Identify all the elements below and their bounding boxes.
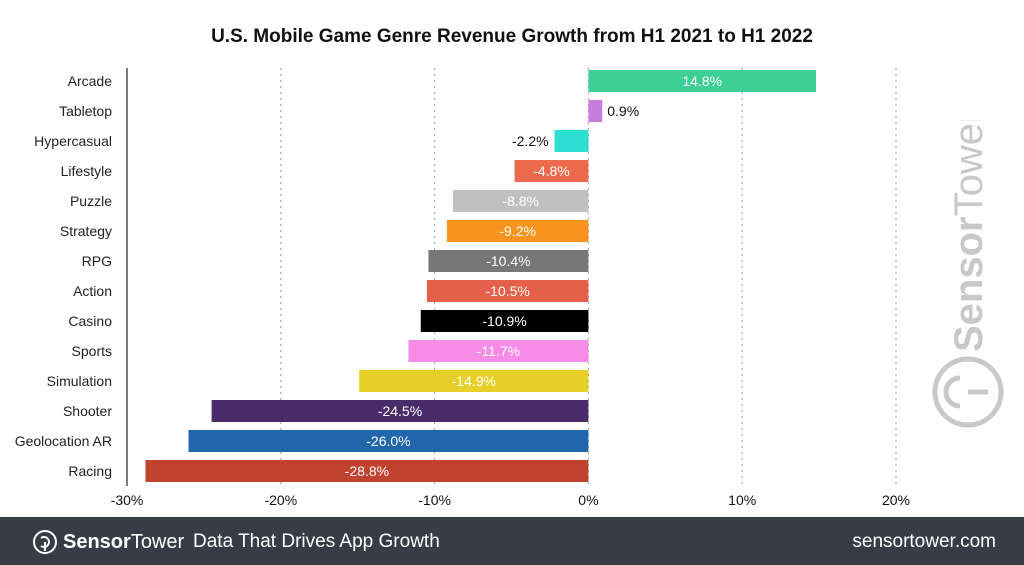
data-label: -26.0%	[366, 433, 410, 449]
bar-geolocation-ar	[188, 430, 589, 452]
x-tick-label: 10%	[728, 492, 756, 508]
data-label: -2.2%	[512, 133, 549, 149]
data-label: -14.9%	[452, 373, 496, 389]
category-label: Lifestyle	[61, 163, 113, 179]
sensortower-logo-icon	[932, 356, 1004, 428]
x-tick-label: 0%	[578, 492, 598, 508]
bar-tabletop	[588, 100, 603, 122]
footer-logo: Sensor Tower	[32, 529, 184, 555]
category-label: Puzzle	[70, 193, 112, 209]
data-label: -4.8%	[533, 163, 570, 179]
bar-sports	[408, 340, 589, 362]
category-label: RPG	[82, 253, 112, 269]
x-tick-label: -10%	[418, 492, 451, 508]
bar-shooter	[211, 400, 589, 422]
footer-brand-bold: Sensor	[63, 530, 131, 553]
bar-strategy	[446, 220, 589, 242]
footer-url[interactable]: sensortower.com	[852, 531, 996, 552]
bar-hypercasual	[554, 130, 589, 152]
data-label: -9.2%	[499, 223, 536, 239]
sensortower-watermark: SensorTower	[932, 120, 1004, 428]
x-tick-label: -30%	[111, 492, 144, 508]
category-label: Strategy	[60, 223, 112, 239]
footer: Sensor Tower Data That Drives App Growth …	[0, 517, 1024, 565]
category-label: Racing	[68, 463, 112, 479]
x-tick-label: 20%	[882, 492, 910, 508]
category-label: Shooter	[63, 403, 112, 419]
bar-simulation	[359, 370, 589, 392]
bar-action	[426, 280, 589, 302]
category-label: Casino	[68, 313, 112, 329]
category-label: Tabletop	[59, 103, 112, 119]
data-label: -8.8%	[502, 193, 539, 209]
data-label: -10.4%	[486, 253, 530, 269]
bar-lifestyle	[514, 160, 589, 182]
data-label: -10.9%	[482, 313, 526, 329]
bar-racing	[145, 460, 589, 482]
category-label: Sports	[72, 343, 112, 359]
bar-casino	[420, 310, 589, 332]
data-label: -11.7%	[477, 343, 520, 359]
bar-puzzle	[453, 190, 589, 212]
bar-rpg	[428, 250, 589, 272]
category-label: Simulation	[47, 373, 112, 389]
data-label: -10.5%	[485, 283, 529, 299]
data-label: -28.8%	[345, 463, 389, 479]
bar-arcade	[588, 70, 817, 92]
category-label: Hypercasual	[34, 133, 112, 149]
footer-brand-light: Tower	[130, 530, 185, 553]
watermark-text: SensorTower	[947, 120, 991, 352]
category-label: Arcade	[68, 73, 113, 89]
sensortower-icon	[33, 530, 57, 554]
data-label: 0.9%	[607, 103, 639, 119]
x-tick-label: -20%	[264, 492, 297, 508]
category-label: Action	[73, 283, 112, 299]
data-label: -24.5%	[378, 403, 422, 419]
footer-tagline: Data That Drives App Growth	[193, 531, 440, 552]
category-label: Geolocation AR	[15, 433, 112, 449]
bar-chart: -30% -20% -10% 0% 10% 20% Arcade 14.8% Tabletop 0…	[15, 68, 910, 508]
chart-title: U.S. Mobile Game Genre Revenue Growth fr…	[211, 26, 813, 47]
data-label: 14.8%	[682, 73, 722, 89]
